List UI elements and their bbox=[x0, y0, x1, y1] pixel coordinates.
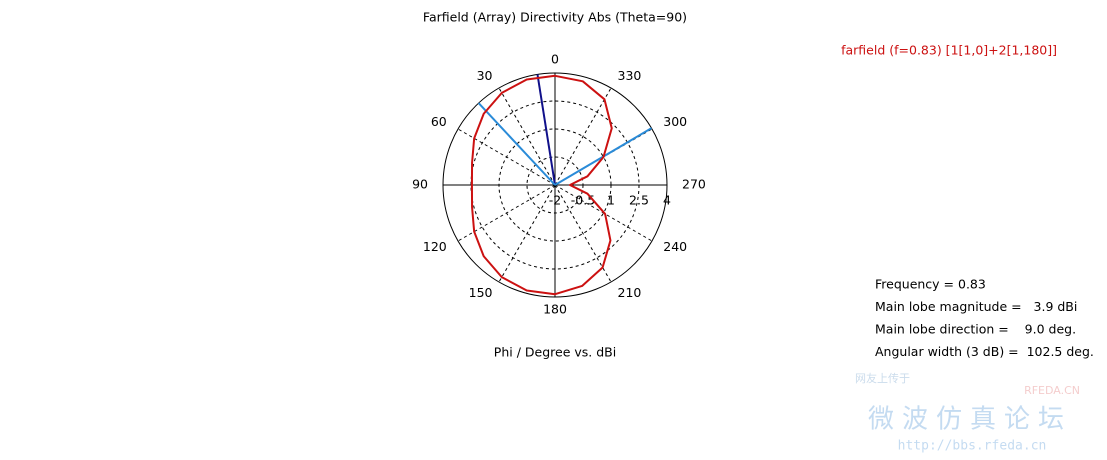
angle-label: 270 bbox=[682, 177, 706, 192]
angle-label: 0 bbox=[551, 52, 559, 67]
info-line: Angular width (3 dB) = 102.5 deg. bbox=[875, 344, 1094, 359]
info-line: Main lobe magnitude = 3.9 dBi bbox=[875, 299, 1077, 314]
r-tick-label: 2.5 bbox=[629, 193, 649, 208]
grid-spoke bbox=[554, 184, 612, 283]
axis-label: Phi / Degree vs. dBi bbox=[494, 345, 616, 360]
info-line: Main lobe direction = 9.0 deg. bbox=[875, 322, 1076, 337]
angle-label: 120 bbox=[423, 239, 447, 254]
angle-label: 30 bbox=[477, 68, 493, 83]
grid-spoke bbox=[498, 184, 556, 283]
r-tick-label: 1 bbox=[607, 193, 615, 208]
marker-line bbox=[536, 74, 556, 186]
pattern-curve bbox=[470, 74, 613, 296]
grid-spoke bbox=[457, 128, 556, 186]
r-tick-label: 4 bbox=[663, 193, 671, 208]
legend-label: farfield (f=0.83) [1[1,0]+2[1,180]] bbox=[841, 43, 1057, 58]
angle-label: 90 bbox=[412, 177, 428, 192]
angle-label: 210 bbox=[618, 285, 642, 300]
angle-label: 330 bbox=[618, 68, 642, 83]
angle-label: 240 bbox=[663, 239, 687, 254]
watermark: 网友上传于 RFEDA.CN 微波仿真论坛 http://bbs.rfeda.c… bbox=[855, 371, 1080, 454]
angle-label: 150 bbox=[469, 285, 493, 300]
grid-spoke bbox=[498, 87, 556, 186]
info-box: Frequency = 0.83 Main lobe magnitude = 3.… bbox=[875, 277, 1094, 360]
grid-spoke bbox=[554, 87, 612, 186]
marker-line bbox=[477, 102, 556, 186]
angle-label: 180 bbox=[543, 302, 567, 317]
angle-label: 60 bbox=[431, 114, 447, 129]
watermark-name: 微波仿真论坛 bbox=[868, 405, 1072, 435]
info-line: Frequency = 0.83 bbox=[875, 277, 986, 292]
angle-label: 300 bbox=[663, 114, 687, 129]
watermark-text: 网友上传于 bbox=[855, 371, 910, 385]
grid-spoke bbox=[457, 184, 556, 242]
chart-title: Farfield (Array) Directivity Abs (Theta=… bbox=[423, 10, 687, 25]
r-tick-label: -0.5 bbox=[571, 193, 595, 208]
watermark-url: http://bbs.rfeda.cn bbox=[898, 439, 1047, 454]
watermark-site: RFEDA.CN bbox=[1024, 384, 1080, 397]
